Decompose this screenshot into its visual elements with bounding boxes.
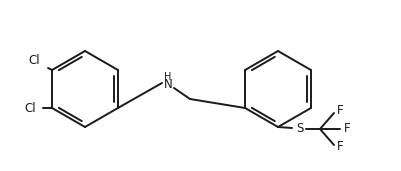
Text: F: F bbox=[337, 104, 343, 117]
Text: H: H bbox=[164, 72, 172, 82]
Text: Cl: Cl bbox=[28, 54, 40, 67]
Text: N: N bbox=[164, 78, 172, 91]
Text: F: F bbox=[344, 122, 350, 135]
Text: Cl: Cl bbox=[24, 102, 36, 115]
Text: F: F bbox=[337, 141, 343, 154]
Text: S: S bbox=[296, 122, 304, 135]
